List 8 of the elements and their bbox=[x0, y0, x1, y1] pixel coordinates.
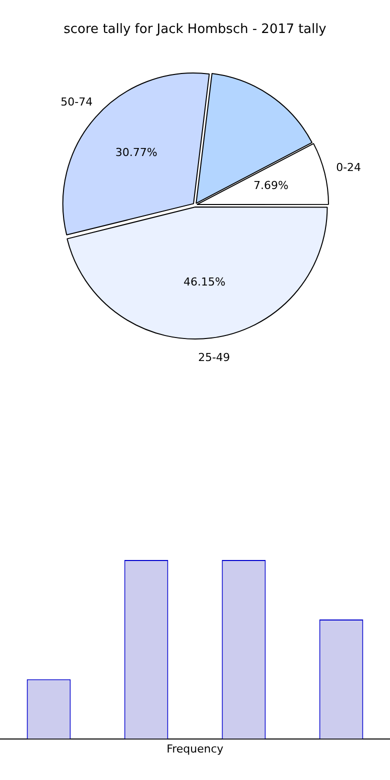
data-label: 30.77% bbox=[115, 146, 158, 159]
x-axis-title: Frequency bbox=[166, 742, 224, 756]
data-label: 46.15% bbox=[183, 276, 226, 289]
slice-label: 50-74 bbox=[60, 96, 93, 109]
slice-label: 0-24 bbox=[336, 160, 362, 174]
data-label: 7.69% bbox=[254, 179, 289, 192]
slice-label: 25-49 bbox=[198, 350, 230, 364]
chart-title: score tally for Jack Hombsch - 2017 tally bbox=[62, 22, 328, 39]
